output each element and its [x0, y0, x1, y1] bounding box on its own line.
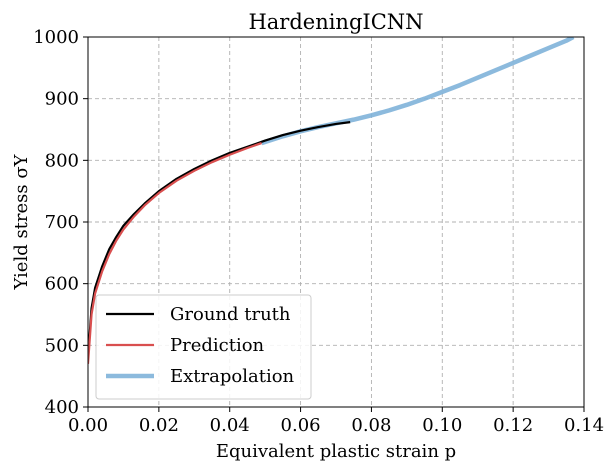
y-tick-label: 1000: [33, 27, 79, 48]
chart-title: HardeningICNN: [248, 10, 423, 34]
legend-box: [95, 294, 312, 400]
legend-label-ground-truth: Ground truth: [170, 304, 291, 325]
x-tick-label: 0.02: [139, 415, 179, 436]
series-layer: [88, 37, 575, 364]
tick-layer: 0.00 0.02 0.04 0.06 0.08 0.10 0.12 0.14 400 500 60…: [33, 27, 604, 436]
x-tick-label: 0.10: [422, 415, 462, 436]
series-line-prediction: [88, 142, 262, 364]
legend-label-extrapolation: Extrapolation: [170, 366, 295, 387]
x-tick-label: 0.08: [351, 415, 391, 436]
x-tick-label: 0.14: [564, 415, 604, 436]
y-tick-label: 600: [45, 274, 79, 295]
series-line-ground-truth: [88, 121, 351, 358]
x-tick-label: 0.06: [281, 415, 321, 436]
x-axis-label: Equivalent plastic strain p: [216, 441, 456, 462]
legend-label-prediction: Prediction: [170, 335, 265, 356]
x-tick-label: 0.12: [493, 415, 533, 436]
y-axis-label: Yield stress σY: [11, 153, 32, 290]
y-tick-label: 800: [45, 150, 79, 171]
legend: Ground truth Prediction Extrapolation: [95, 294, 312, 400]
x-tick-label: 0.04: [210, 415, 250, 436]
x-tick-label: 0.00: [68, 415, 108, 436]
y-tick-label: 700: [45, 212, 79, 233]
y-tick-label: 900: [45, 89, 79, 110]
series-line-extrapolation: [260, 37, 575, 146]
y-tick-label: 500: [45, 335, 79, 356]
y-tick-label: 400: [45, 397, 79, 418]
